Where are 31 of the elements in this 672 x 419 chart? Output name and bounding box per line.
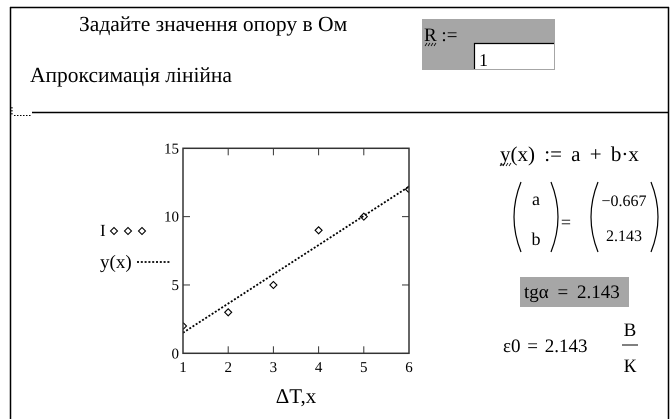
- legend-label: y(x): [100, 252, 132, 273]
- point: [314, 226, 323, 234]
- text: −0.667: [601, 193, 647, 210]
- y-tick-label: 0: [172, 346, 179, 362]
- y-tick-label: 15: [164, 141, 179, 158]
- text: Апроксимація лінійна: [30, 63, 232, 87]
- x-tick-label: 1: [179, 360, 187, 376]
- text: y(x) := a + b·x: [500, 142, 640, 166]
- text: В: [624, 320, 636, 341]
- text: R :=: [424, 25, 458, 46]
- text: К: [624, 356, 637, 377]
- point: [360, 212, 368, 221]
- point: [224, 308, 232, 316]
- text: Задайте значення опору в Ом: [79, 12, 348, 36]
- point: [269, 280, 278, 290]
- text: tgα = 2.143: [524, 282, 620, 303]
- x-tick-label: 4: [314, 360, 323, 376]
- x-axis-title: ΔT,x: [276, 384, 317, 408]
- text: ε0 = 2.143: [503, 336, 588, 357]
- text: 1: [479, 50, 488, 70]
- legend-label: I: [100, 221, 106, 240]
- text: =: [560, 212, 572, 232]
- y-tick-label: 10: [164, 210, 179, 226]
- x-tick-label: 3: [270, 360, 278, 376]
- text: 2.143: [606, 228, 642, 245]
- x-tick-label: 2: [224, 360, 232, 376]
- text: b: [532, 229, 540, 249]
- x-tick-label: 6: [405, 360, 414, 376]
- text: a: [532, 189, 540, 209]
- y-tick-label: 5: [172, 278, 179, 294]
- x-tick-label: 5: [360, 360, 368, 376]
